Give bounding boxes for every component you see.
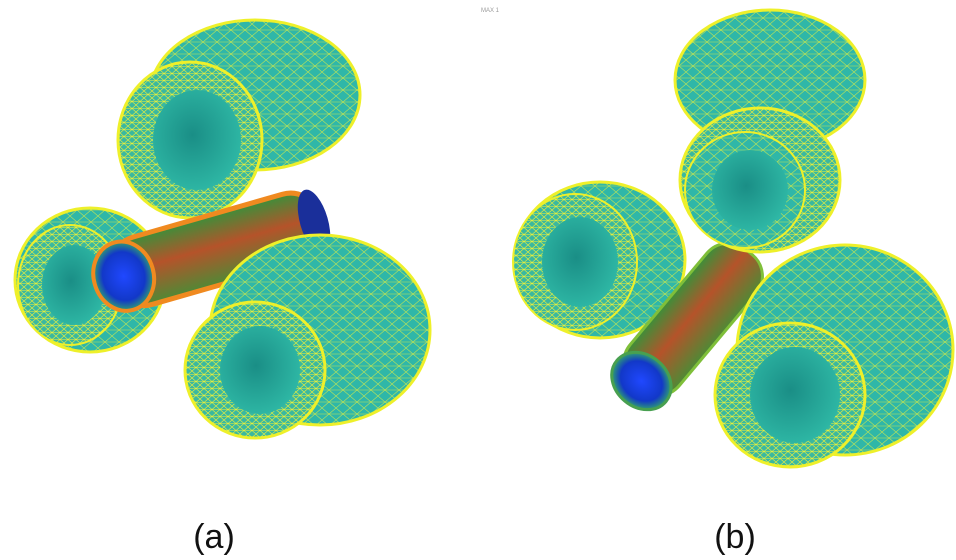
top-note: MAX 1 <box>481 8 500 14</box>
panel-a: (a) <box>15 20 430 556</box>
panel-b: (b) <box>513 10 953 556</box>
panel-label: (b) <box>714 518 756 556</box>
panel-label: (a) <box>193 518 235 556</box>
figure: MAX 1 (a) (b) <box>0 0 956 560</box>
